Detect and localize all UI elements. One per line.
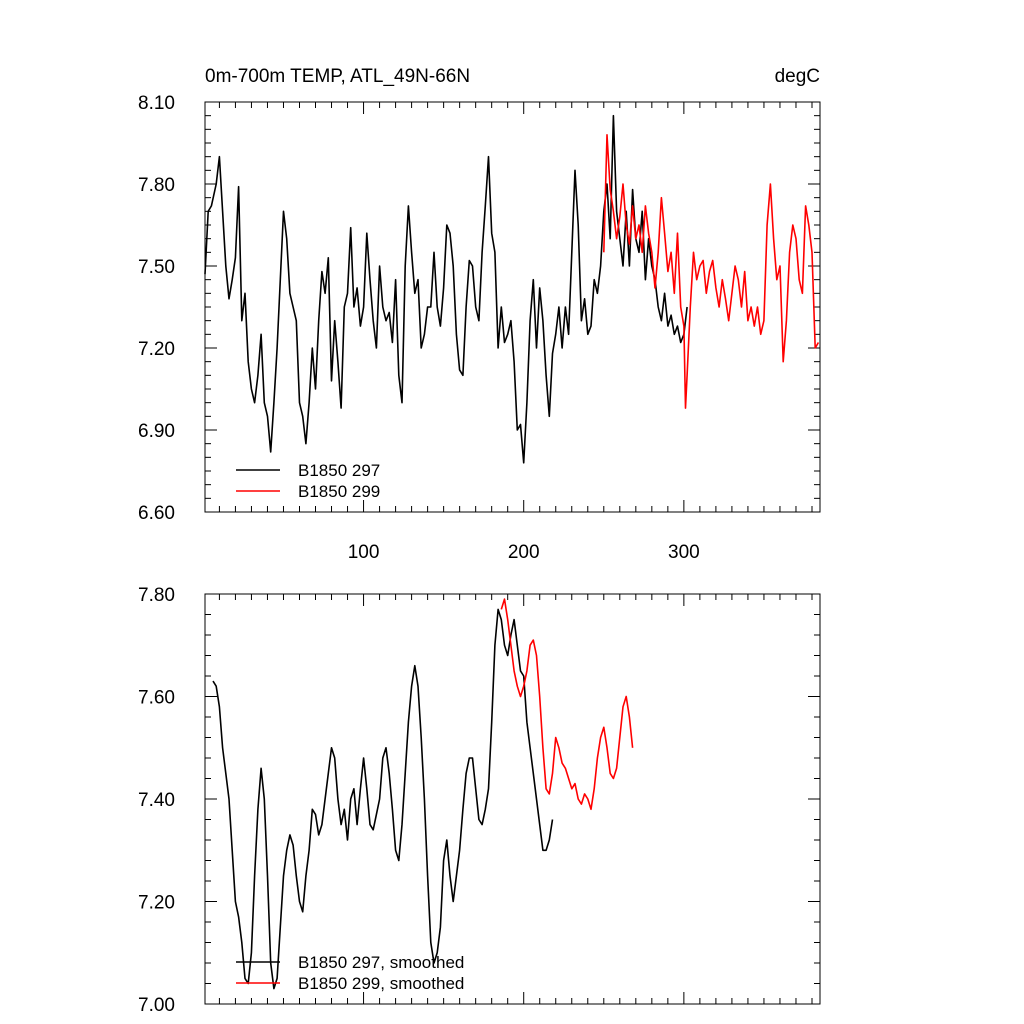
series-line-2: [500, 598, 634, 811]
y-tick-label: 7.40: [138, 790, 175, 811]
y-tick-label: 6.60: [138, 503, 175, 524]
plot-frame: [204, 101, 821, 513]
chart-units: degC: [775, 66, 820, 87]
y-tick-label: 7.00: [138, 995, 175, 1016]
series-line-1: [204, 114, 688, 464]
y-tick-label: 7.20: [138, 339, 175, 360]
series-line-1: [212, 608, 554, 990]
bottom-panel: 7.00 7.20 7.40 7.60 7.80 B1850 297, smoothed B…: [138, 585, 821, 1016]
y-tick-label: 7.50: [138, 257, 175, 278]
legend-label: B1850 299, smoothed: [298, 974, 464, 993]
y-tick-label: 7.20: [138, 893, 175, 914]
x-tick-label: 300: [668, 542, 700, 563]
top-panel: 6.60 6.90 7.20 7.50 7.80 8.10 100 200 300 B1850 2…: [138, 93, 821, 563]
legend-label: B1850 297, smoothed: [298, 953, 464, 972]
x-tick-label: 200: [508, 542, 540, 563]
legend-label: B1850 299: [298, 482, 380, 501]
y-tick-label: 7.80: [138, 175, 175, 196]
x-tick-label: 100: [348, 542, 380, 563]
y-tick-label: 7.60: [138, 688, 175, 709]
y-tick-label: 8.10: [138, 93, 175, 114]
y-tick-label: 6.90: [138, 421, 175, 442]
series-line-2: [603, 134, 820, 409]
y-tick-label: 7.80: [138, 585, 175, 606]
chart-title: 0m-700m TEMP, ATL_49N-66N: [205, 66, 470, 87]
legend-label: B1850 297: [298, 461, 380, 480]
